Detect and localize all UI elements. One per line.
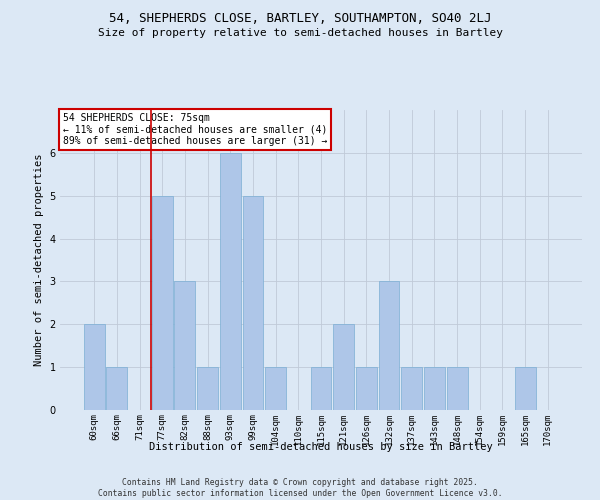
Text: Contains HM Land Registry data © Crown copyright and database right 2025.
Contai: Contains HM Land Registry data © Crown c… bbox=[98, 478, 502, 498]
Bar bbox=[175, 282, 196, 410]
Text: Distribution of semi-detached houses by size in Bartley: Distribution of semi-detached houses by … bbox=[149, 442, 493, 452]
Text: 54 SHEPHERDS CLOSE: 75sqm
← 11% of semi-detached houses are smaller (4)
89% of s: 54 SHEPHERDS CLOSE: 75sqm ← 11% of semi-… bbox=[62, 113, 327, 146]
Y-axis label: Number of semi-detached properties: Number of semi-detached properties bbox=[34, 154, 44, 366]
Bar bbox=[356, 367, 377, 410]
Bar bbox=[401, 367, 422, 410]
Bar bbox=[242, 196, 263, 410]
Bar bbox=[84, 324, 104, 410]
Bar bbox=[220, 153, 241, 410]
Bar bbox=[424, 367, 445, 410]
Bar bbox=[311, 367, 331, 410]
Text: 54, SHEPHERDS CLOSE, BARTLEY, SOUTHAMPTON, SO40 2LJ: 54, SHEPHERDS CLOSE, BARTLEY, SOUTHAMPTO… bbox=[109, 12, 491, 26]
Bar bbox=[152, 196, 173, 410]
Bar bbox=[379, 282, 400, 410]
Text: Size of property relative to semi-detached houses in Bartley: Size of property relative to semi-detach… bbox=[97, 28, 503, 38]
Bar bbox=[265, 367, 286, 410]
Bar bbox=[515, 367, 536, 410]
Bar bbox=[197, 367, 218, 410]
Bar bbox=[446, 367, 467, 410]
Bar bbox=[333, 324, 354, 410]
Bar bbox=[106, 367, 127, 410]
